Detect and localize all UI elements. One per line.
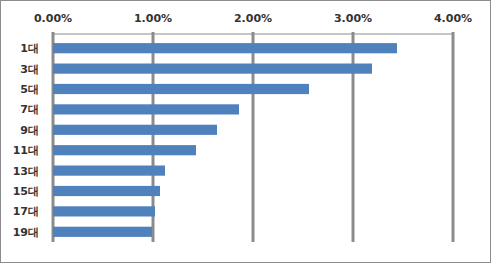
tick-label: 3.00% [334, 12, 372, 25]
tick-label: 1.00% [134, 12, 172, 25]
category-label: 9대 [20, 124, 39, 137]
bar [53, 227, 152, 237]
grid-line [452, 32, 455, 242]
chart-container: 0.00% 1.00% 2.00% 3.00% 4.00% 1대 3대 5대 7대 9대 11대 13… [0, 0, 491, 263]
tick-label: 2.00% [234, 12, 272, 25]
tick-label: 0.00% [34, 12, 72, 25]
category-label: 19대 [13, 226, 39, 239]
bar [53, 186, 160, 196]
tick-label: 4.00% [434, 12, 472, 25]
bar [53, 84, 309, 94]
bar [53, 104, 239, 114]
bar [53, 125, 217, 135]
bar [53, 206, 155, 216]
category-label: 5대 [20, 83, 39, 96]
category-label: 11대 [13, 144, 39, 157]
bar [53, 43, 397, 53]
category-label: 3대 [20, 63, 39, 76]
category-label: 15대 [13, 185, 39, 198]
bar [53, 64, 372, 74]
bars [53, 43, 397, 237]
chart-svg: 0.00% 1.00% 2.00% 3.00% 4.00% 1대 3대 5대 7대 9대 11대 13… [0, 0, 491, 263]
category-label: 17대 [13, 205, 39, 218]
bar [53, 145, 196, 155]
chart-frame [1, 1, 491, 263]
category-label: 7대 [20, 103, 39, 116]
bar [53, 166, 165, 176]
category-label: 1대 [20, 42, 39, 55]
category-label: 13대 [13, 165, 39, 178]
